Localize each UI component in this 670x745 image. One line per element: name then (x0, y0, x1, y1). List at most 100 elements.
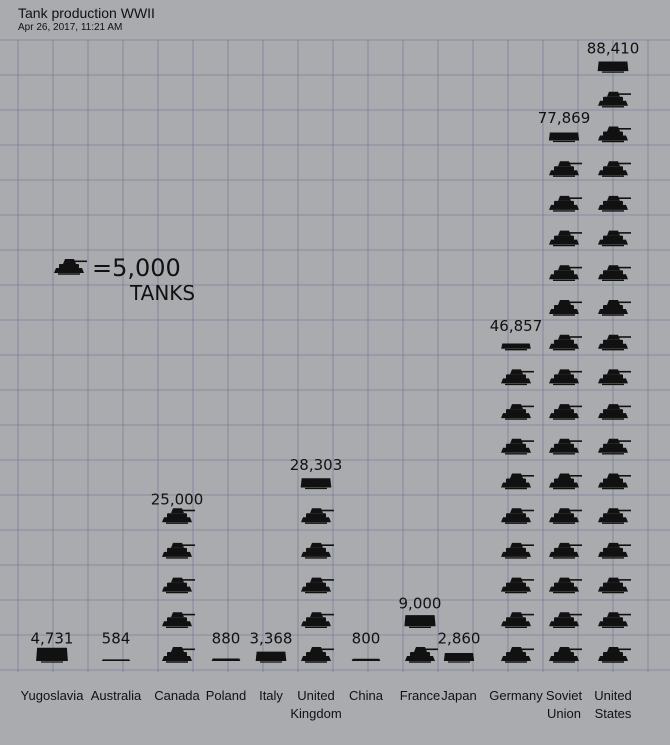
tank-icon (549, 334, 582, 351)
tank-icon (501, 542, 534, 559)
tank-icon (549, 577, 582, 594)
category-label: Italy (259, 688, 283, 703)
tank-icon (549, 369, 582, 386)
category-label: United Kingdom (290, 688, 341, 721)
partial-tank-icon (300, 478, 332, 490)
value-label: 88,410 (587, 39, 640, 57)
value-label: 880 (212, 629, 241, 647)
tank-icon (549, 542, 582, 559)
tank-icon (501, 647, 534, 663)
chart-header: Tank production WWII Apr 26, 2017, 11:21… (18, 5, 155, 34)
partial-tank-icon (255, 651, 287, 663)
tank-icon (549, 438, 582, 455)
category-label: Yugoslavia (21, 688, 85, 703)
tank-icon (549, 265, 582, 281)
bar-japan: 2,860 Japan (438, 629, 481, 703)
value-label: 800 (352, 629, 381, 647)
grid-lines (0, 39, 670, 672)
partial-tank-icon (404, 615, 436, 628)
tank-icon (549, 161, 582, 177)
tank-icon (501, 577, 534, 594)
category-label: France (400, 688, 440, 703)
bar-italy: 3,368 Italy (250, 629, 293, 703)
tank-icon (598, 473, 631, 490)
partial-tank-icon (597, 61, 629, 73)
tank-icon (598, 404, 631, 420)
value-label: 9,000 (399, 595, 442, 613)
bar-soviet-union: 77,869 Soviet Union (538, 109, 591, 721)
tank-icon (598, 612, 631, 628)
tank-icon (162, 647, 195, 663)
tank-icon (598, 230, 631, 247)
tank-icon (598, 265, 631, 281)
tank-icon (549, 300, 582, 316)
bar-australia: 584 Australia (91, 629, 142, 703)
category-label: Japan (441, 688, 476, 703)
tank-icon (501, 473, 534, 490)
tank-icon (301, 612, 334, 628)
tank-icon (598, 577, 631, 594)
tank-icon (549, 647, 582, 663)
legend-tank-icon (54, 259, 87, 275)
tank-icon (549, 404, 582, 420)
bar-united-kingdom: 28,303 United Kingdom (290, 456, 343, 721)
chart-title: Tank production WWII (18, 5, 155, 21)
tank-icon (598, 647, 631, 663)
value-label: 584 (102, 629, 131, 647)
value-label: 28,303 (290, 456, 343, 474)
category-label: Canada (154, 688, 200, 703)
tank-icon (301, 508, 334, 524)
value-label: 2,860 (438, 629, 481, 647)
tank-icon (549, 195, 582, 212)
tank-icon (301, 647, 334, 663)
tank-icon (598, 91, 631, 108)
bar-poland: 880 Poland (206, 629, 246, 703)
bar-germany: 46,857 Germany (489, 317, 543, 703)
tank-icon (501, 438, 534, 455)
tank-icon (549, 612, 582, 628)
partial-tank-icon (36, 647, 68, 663)
tank-icon (162, 612, 195, 628)
tank-icon (405, 647, 438, 663)
bar-canada: 25,000 Canada (151, 491, 204, 704)
category-label: Soviet Union (546, 688, 583, 721)
tank-icon (598, 369, 631, 386)
bar-china: 800 China (349, 629, 384, 703)
tank-icon (549, 230, 582, 247)
partial-tank-icon (101, 659, 131, 661)
category-label: Poland (206, 688, 246, 703)
partial-tank-icon (501, 343, 531, 351)
tank-icon (598, 438, 631, 455)
tank-icon (598, 126, 631, 143)
partial-tank-icon (351, 658, 381, 661)
partial-tank-icon (211, 658, 241, 661)
tank-icon (162, 577, 195, 594)
tank-icon (598, 508, 631, 524)
tank-icon (598, 334, 631, 351)
tank-icon (501, 508, 534, 524)
value-label: 25,000 (151, 491, 204, 509)
partial-tank-icon (548, 132, 580, 143)
chart-marks: 4,731 Yugoslavia 584 Australia 25,000 Canada 8… (21, 39, 640, 721)
category-label: Australia (91, 688, 142, 703)
tank-icon (301, 577, 334, 594)
tank-icon (501, 612, 534, 628)
partial-tank-icon (443, 652, 475, 663)
tank-icon (162, 508, 195, 524)
bar-united-states: 88,410 United States (587, 39, 640, 721)
tank-icon (54, 259, 87, 275)
tank-icon (598, 161, 631, 177)
category-label: United States (594, 688, 632, 721)
tank-icon (162, 542, 195, 559)
legend-equals-text: =5,000 (92, 254, 181, 282)
value-label: 4,731 (31, 629, 74, 647)
tank-icon (549, 473, 582, 490)
value-label: 3,368 (250, 629, 293, 647)
bar-yugoslavia: 4,731 Yugoslavia (21, 629, 85, 703)
value-label: 46,857 (490, 317, 543, 335)
tank-icon (301, 542, 334, 559)
tank-icon (598, 300, 631, 316)
chart-timestamp: Apr 26, 2017, 11:21 AM (18, 22, 123, 33)
tank-icon (598, 542, 631, 559)
